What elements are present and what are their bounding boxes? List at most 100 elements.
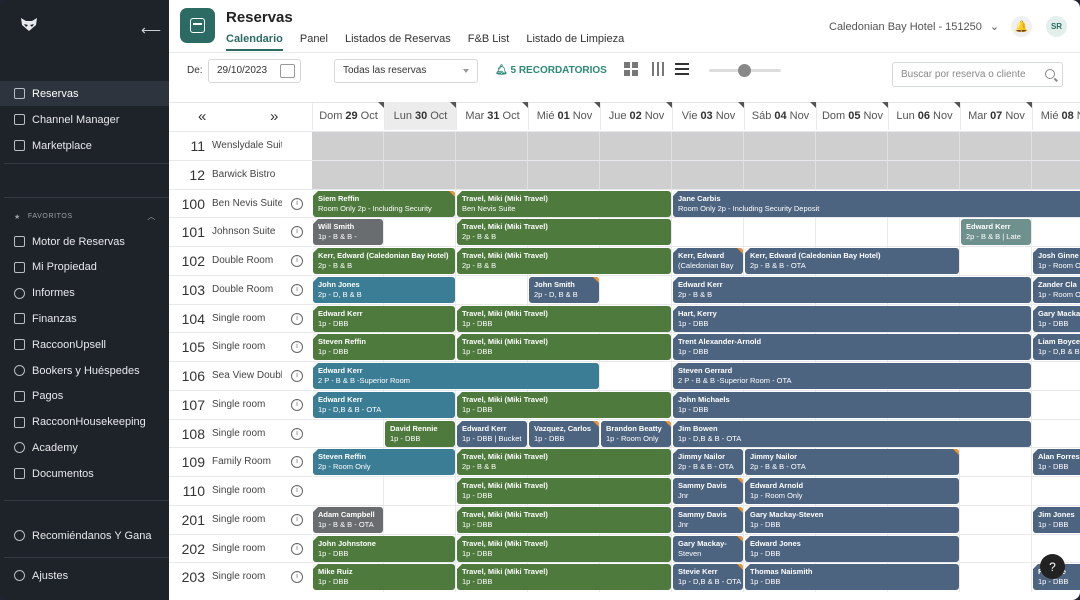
- sidebar-item-reservas[interactable]: Reservas: [0, 81, 169, 106]
- booking-block[interactable]: John Jones 2p - D, B & B: [313, 276, 455, 303]
- booking-block[interactable]: Alan Forres 1p - DBB: [1033, 449, 1080, 476]
- sidebar-item-bookers-y-hu-spedes[interactable]: Bookers y Huéspedes: [0, 358, 169, 383]
- room-cells[interactable]: Will Smith 1p - B & B - Travel, Miki (Miki…: [312, 218, 1080, 248]
- booking-block[interactable]: Edward Kerr 2p - B & B | Late: [961, 219, 1031, 246]
- sidebar-item-finanzas[interactable]: Finanzas: [0, 306, 169, 331]
- room-cells[interactable]: [312, 132, 1080, 161]
- room-cells[interactable]: [312, 160, 1080, 190]
- hotel-selector[interactable]: Caledonian Bay Hotel - 151250 ⌄: [829, 20, 999, 34]
- booking-block[interactable]: Hart, Kerry 1p - DBB: [673, 305, 1031, 332]
- booking-block[interactable]: Jane Carbis Room Only 2p - Including Secu…: [673, 190, 1080, 217]
- sidebar-item-channel-manager[interactable]: Channel Manager: [0, 107, 169, 132]
- booking-block[interactable]: Travel, Miki (Miki Travel) 1p - DBB: [457, 391, 671, 418]
- booking-block[interactable]: Brandon Beatty 1p - Room Only: [601, 420, 671, 447]
- sidebar-item-raccoonupsell[interactable]: RaccoonUpsell: [0, 332, 169, 357]
- grid-view-icon[interactable]: [624, 62, 639, 77]
- tab-listado-de-limpieza[interactable]: Listado de Limpieza: [526, 33, 625, 45]
- booking-block[interactable]: Steven Reffin 2p - Room Only: [313, 449, 455, 476]
- room-cells[interactable]: David Rennie 1p - DBB Edward Kerr 1p - DBB …: [312, 419, 1080, 449]
- tab-f-b-list[interactable]: F&B List: [467, 33, 510, 45]
- next-week-icon[interactable]: »: [270, 108, 279, 125]
- info-icon[interactable]: i: [291, 197, 303, 210]
- booking-block[interactable]: Sammy Davis Jnr: [673, 478, 743, 504]
- day-header[interactable]: Mié08Nov: [1032, 102, 1080, 130]
- booking-block[interactable]: Edward Kerr 1p - DBB | Bucket: [457, 420, 527, 447]
- booking-block[interactable]: Edward Arnold 1p - Room Only: [745, 478, 959, 504]
- info-icon[interactable]: i: [291, 513, 303, 526]
- info-icon[interactable]: i: [291, 571, 303, 584]
- booking-block[interactable]: Edward Kerr 1p - D,B & B - OTA: [313, 391, 455, 418]
- day-header[interactable]: Mar 07 Nov: [960, 102, 1032, 130]
- sidebar-item-documentos[interactable]: Documentos: [0, 461, 169, 486]
- booking-block[interactable]: David Rennie 1p - DBB: [385, 420, 455, 447]
- booking-block[interactable]: Travel, Miki (Miki Travel) 1p - DBB: [457, 478, 671, 504]
- booking-block[interactable]: Steven Reffin 1p - DBB: [313, 334, 455, 361]
- day-header[interactable]: Sáb 04 Nov: [744, 102, 816, 130]
- booking-block[interactable]: Stevie Kerr 1p - D,B & B - OTA: [673, 564, 743, 591]
- day-header[interactable]: Dom 29 Oct: [312, 102, 384, 130]
- room-cells[interactable]: Mike Ruiz 1p - DBB Travel, Miki (Miki Trav…: [312, 563, 1080, 593]
- info-icon[interactable]: i: [291, 312, 303, 325]
- sidebar-item-marketplace[interactable]: Marketplace: [0, 133, 169, 158]
- info-icon[interactable]: i: [291, 255, 303, 267]
- info-icon[interactable]: i: [291, 398, 303, 411]
- booking-block[interactable]: Zander Cla 1p - Room O: [1033, 276, 1080, 303]
- info-icon[interactable]: i: [291, 370, 303, 382]
- booking-block[interactable]: Adam Campbell 1p - B & B - OTA: [313, 506, 383, 533]
- booking-block[interactable]: Steven Gerrard 2 P - B & B -Superior Room…: [673, 363, 1031, 389]
- previous-week-icon[interactable]: «: [198, 108, 207, 125]
- sidebar-item-motor-de-reservas[interactable]: Motor de Reservas: [0, 229, 169, 254]
- tab-listados-de-reservas[interactable]: Listados de Reservas: [345, 33, 451, 45]
- list-view-icon[interactable]: [675, 62, 690, 77]
- columns-view-icon[interactable]: [651, 62, 666, 77]
- sidebar-item-settings[interactable]: Ajustes: [0, 563, 169, 588]
- slider-knob[interactable]: [738, 64, 751, 77]
- info-icon[interactable]: i: [291, 427, 303, 440]
- reminders-button[interactable]: 🔔︎ 5 RECORDATORIOS: [495, 65, 607, 76]
- help-button[interactable]: ?: [1040, 554, 1065, 579]
- tab-panel[interactable]: Panel: [299, 33, 328, 45]
- room-cells[interactable]: Steven Reffin 2p - Room Only Travel, Miki …: [312, 448, 1080, 478]
- booking-block[interactable]: John Johnstone 1p - DBB: [313, 535, 455, 562]
- info-icon[interactable]: i: [291, 456, 303, 469]
- booking-block[interactable]: Travel, Miki (Miki Travel) 2p - B & B: [457, 248, 671, 274]
- booking-block[interactable]: Travel, Miki (Miki Travel) 2p - B & B: [457, 219, 671, 246]
- sidebar-item-mi-propiedad[interactable]: Mi Propiedad: [0, 255, 169, 280]
- booking-block[interactable]: Kerr, Edward (Caledonian Bay: [673, 248, 743, 274]
- room-cells[interactable]: Siem Reffin Room Only 2p - Including Secu…: [312, 189, 1080, 219]
- booking-block[interactable]: Travel, Miki (Miki Travel) 1p - DBB: [457, 334, 671, 361]
- booking-block[interactable]: Liam Boyce 1p - D,B & B: [1033, 334, 1080, 361]
- day-header[interactable]: Mié 01 Nov: [528, 102, 600, 130]
- booking-block[interactable]: Edward Kerr 2p - B & B: [673, 276, 1031, 303]
- search-input[interactable]: Buscar por reserva o cliente: [892, 62, 1063, 87]
- room-cells[interactable]: Edward Kerr 2 P - B & B -Superior Room Ste…: [312, 362, 1080, 391]
- day-header[interactable]: Lun 30 Oct: [384, 102, 456, 130]
- booking-block[interactable]: John Michaels 1p - DBB: [673, 391, 1031, 418]
- room-cells[interactable]: Edward Kerr 1p - D,B & B - OTA Travel, Mik…: [312, 390, 1080, 420]
- tab-calendario[interactable]: Calendario: [226, 33, 283, 51]
- room-cells[interactable]: Edward Kerr 1p - DBB Travel, Miki (Miki Tr…: [312, 304, 1080, 334]
- booking-block[interactable]: Jimmy Nailor 2p - B & B - OTA: [745, 449, 959, 476]
- reservation-filter-select[interactable]: Todas las reservas: [334, 59, 478, 83]
- bell-icon[interactable]: 🔔: [1011, 16, 1032, 37]
- booking-block[interactable]: Jim Jones 1p - DBB: [1033, 506, 1080, 533]
- booking-block[interactable]: Travel, Miki (Miki Travel) 1p - DBB: [457, 506, 671, 533]
- room-cells[interactable]: Travel, Miki (Miki Travel) 1p - DBB Sammy …: [312, 477, 1080, 506]
- sidebar-item-recommend[interactable]: Recomiéndanos Y Gana: [0, 523, 169, 548]
- favorites-header[interactable]: ★ FAVORITOS ︿: [14, 211, 156, 222]
- room-cells[interactable]: John Johnstone 1p - DBB Travel, Miki (Miki…: [312, 534, 1080, 564]
- booking-block[interactable]: Kerr, Edward (Caledonian Bay Hotel) 2p - …: [313, 248, 455, 274]
- booking-block[interactable]: Thomas Naismith 1p - DBB: [745, 564, 959, 591]
- booking-block[interactable]: Gary Mackay- Steven: [673, 535, 743, 562]
- booking-block[interactable]: Will Smith 1p - B & B -: [313, 219, 383, 246]
- booking-block[interactable]: Jim Bowen 1p - D,B & B - OTA: [673, 420, 1031, 447]
- booking-block[interactable]: Kerr, Edward (Caledonian Bay Hotel) 2p - …: [745, 248, 959, 274]
- sidebar-item-pagos[interactable]: Pagos: [0, 384, 169, 409]
- booking-block[interactable]: Sammy Davis Jnr: [673, 506, 743, 533]
- room-cells[interactable]: John Jones 2p - D, B & B John Smith 2p - D,…: [312, 275, 1080, 305]
- booking-block[interactable]: Josh Ginne 1p - Room O: [1033, 248, 1080, 274]
- booking-block[interactable]: Edward Kerr 2 P - B & B -Superior Room: [313, 363, 599, 389]
- info-icon[interactable]: i: [291, 542, 303, 555]
- booking-block[interactable]: Siem Reffin Room Only 2p - Including Secu…: [313, 190, 455, 217]
- search-icon[interactable]: [1045, 69, 1055, 79]
